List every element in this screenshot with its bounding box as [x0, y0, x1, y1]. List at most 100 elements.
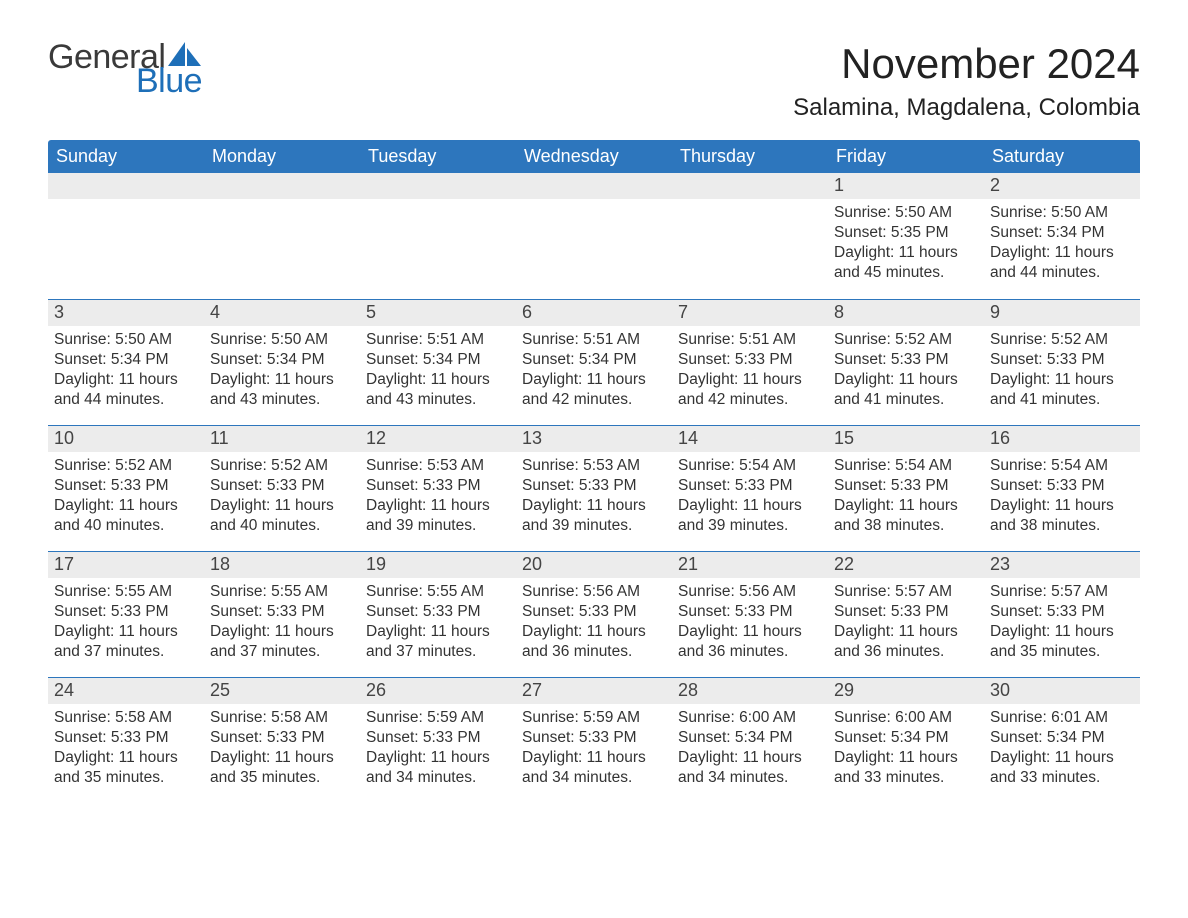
day-daylight2: and 39 minutes.	[522, 516, 666, 536]
day-cell: 26Sunrise: 5:59 AMSunset: 5:33 PMDayligh…	[360, 678, 516, 803]
date-number	[516, 173, 672, 199]
day-sunrise: Sunrise: 6:00 AM	[834, 708, 978, 728]
dow-thursday: Thursday	[672, 140, 828, 173]
day-sunset: Sunset: 5:34 PM	[678, 728, 822, 748]
day-details: Sunrise: 5:52 AMSunset: 5:33 PMDaylight:…	[204, 452, 360, 551]
day-cell	[360, 173, 516, 299]
dow-saturday: Saturday	[984, 140, 1140, 173]
day-cell: 5Sunrise: 5:51 AMSunset: 5:34 PMDaylight…	[360, 300, 516, 425]
date-number: 11	[204, 426, 360, 452]
day-sunrise: Sunrise: 5:55 AM	[366, 582, 510, 602]
day-daylight1: Daylight: 11 hours	[834, 748, 978, 768]
date-number: 14	[672, 426, 828, 452]
day-sunset: Sunset: 5:33 PM	[522, 476, 666, 496]
calendar-week: 24Sunrise: 5:58 AMSunset: 5:33 PMDayligh…	[48, 677, 1140, 803]
day-details: Sunrise: 5:52 AMSunset: 5:33 PMDaylight:…	[48, 452, 204, 551]
day-sunrise: Sunrise: 5:53 AM	[522, 456, 666, 476]
day-daylight2: and 42 minutes.	[522, 390, 666, 410]
day-details	[672, 199, 828, 279]
day-details: Sunrise: 5:53 AMSunset: 5:33 PMDaylight:…	[360, 452, 516, 551]
date-number: 24	[48, 678, 204, 704]
date-number: 17	[48, 552, 204, 578]
day-sunrise: Sunrise: 5:57 AM	[990, 582, 1134, 602]
day-sunrise: Sunrise: 5:52 AM	[210, 456, 354, 476]
day-daylight2: and 35 minutes.	[990, 642, 1134, 662]
day-cell: 1Sunrise: 5:50 AMSunset: 5:35 PMDaylight…	[828, 173, 984, 299]
day-details: Sunrise: 5:55 AMSunset: 5:33 PMDaylight:…	[360, 578, 516, 677]
day-sunset: Sunset: 5:33 PM	[834, 350, 978, 370]
day-sunset: Sunset: 5:33 PM	[366, 602, 510, 622]
generalblue-logo: General Blue	[48, 40, 202, 98]
day-daylight1: Daylight: 11 hours	[54, 496, 198, 516]
day-daylight2: and 39 minutes.	[678, 516, 822, 536]
day-details: Sunrise: 5:50 AMSunset: 5:34 PMDaylight:…	[204, 326, 360, 425]
day-daylight2: and 35 minutes.	[210, 768, 354, 788]
day-daylight2: and 34 minutes.	[522, 768, 666, 788]
dow-tuesday: Tuesday	[360, 140, 516, 173]
day-daylight1: Daylight: 11 hours	[54, 622, 198, 642]
day-daylight1: Daylight: 11 hours	[522, 370, 666, 390]
day-cell: 8Sunrise: 5:52 AMSunset: 5:33 PMDaylight…	[828, 300, 984, 425]
day-sunrise: Sunrise: 5:58 AM	[54, 708, 198, 728]
day-cell	[204, 173, 360, 299]
day-daylight1: Daylight: 11 hours	[678, 370, 822, 390]
day-sunrise: Sunrise: 5:50 AM	[990, 203, 1134, 223]
day-cell: 29Sunrise: 6:00 AMSunset: 5:34 PMDayligh…	[828, 678, 984, 803]
day-details: Sunrise: 5:54 AMSunset: 5:33 PMDaylight:…	[672, 452, 828, 551]
date-number: 23	[984, 552, 1140, 578]
day-daylight2: and 38 minutes.	[990, 516, 1134, 536]
date-number: 4	[204, 300, 360, 326]
day-daylight1: Daylight: 11 hours	[834, 370, 978, 390]
date-number: 13	[516, 426, 672, 452]
day-sunset: Sunset: 5:33 PM	[678, 476, 822, 496]
day-details: Sunrise: 5:50 AMSunset: 5:34 PMDaylight:…	[48, 326, 204, 425]
day-sunset: Sunset: 5:34 PM	[210, 350, 354, 370]
day-cell: 3Sunrise: 5:50 AMSunset: 5:34 PMDaylight…	[48, 300, 204, 425]
date-number: 25	[204, 678, 360, 704]
day-cell: 18Sunrise: 5:55 AMSunset: 5:33 PMDayligh…	[204, 552, 360, 677]
date-number: 26	[360, 678, 516, 704]
day-sunset: Sunset: 5:33 PM	[366, 728, 510, 748]
day-details: Sunrise: 5:56 AMSunset: 5:33 PMDaylight:…	[672, 578, 828, 677]
day-sunset: Sunset: 5:33 PM	[54, 728, 198, 748]
day-daylight1: Daylight: 11 hours	[678, 748, 822, 768]
day-daylight1: Daylight: 11 hours	[210, 496, 354, 516]
dow-sunday: Sunday	[48, 140, 204, 173]
day-sunrise: Sunrise: 5:53 AM	[366, 456, 510, 476]
day-daylight1: Daylight: 11 hours	[522, 748, 666, 768]
day-sunrise: Sunrise: 5:55 AM	[54, 582, 198, 602]
day-daylight1: Daylight: 11 hours	[366, 370, 510, 390]
date-number: 19	[360, 552, 516, 578]
day-details: Sunrise: 5:54 AMSunset: 5:33 PMDaylight:…	[828, 452, 984, 551]
day-cell	[516, 173, 672, 299]
day-details: Sunrise: 5:51 AMSunset: 5:34 PMDaylight:…	[516, 326, 672, 425]
day-daylight2: and 33 minutes.	[834, 768, 978, 788]
day-sunset: Sunset: 5:33 PM	[834, 602, 978, 622]
date-number: 18	[204, 552, 360, 578]
date-number: 22	[828, 552, 984, 578]
day-daylight1: Daylight: 11 hours	[366, 496, 510, 516]
day-sunrise: Sunrise: 5:52 AM	[834, 330, 978, 350]
day-details: Sunrise: 6:00 AMSunset: 5:34 PMDaylight:…	[828, 704, 984, 803]
day-details: Sunrise: 5:58 AMSunset: 5:33 PMDaylight:…	[48, 704, 204, 803]
day-cell: 20Sunrise: 5:56 AMSunset: 5:33 PMDayligh…	[516, 552, 672, 677]
day-daylight1: Daylight: 11 hours	[210, 370, 354, 390]
day-cell: 9Sunrise: 5:52 AMSunset: 5:33 PMDaylight…	[984, 300, 1140, 425]
day-daylight2: and 37 minutes.	[54, 642, 198, 662]
day-sunrise: Sunrise: 5:58 AM	[210, 708, 354, 728]
day-daylight2: and 37 minutes.	[210, 642, 354, 662]
day-cell: 7Sunrise: 5:51 AMSunset: 5:33 PMDaylight…	[672, 300, 828, 425]
day-daylight2: and 39 minutes.	[366, 516, 510, 536]
day-daylight1: Daylight: 11 hours	[834, 496, 978, 516]
day-sunrise: Sunrise: 5:51 AM	[678, 330, 822, 350]
day-sunset: Sunset: 5:34 PM	[366, 350, 510, 370]
date-number: 10	[48, 426, 204, 452]
day-details: Sunrise: 5:55 AMSunset: 5:33 PMDaylight:…	[48, 578, 204, 677]
dow-friday: Friday	[828, 140, 984, 173]
day-cell: 16Sunrise: 5:54 AMSunset: 5:33 PMDayligh…	[984, 426, 1140, 551]
day-daylight1: Daylight: 11 hours	[678, 622, 822, 642]
dow-wednesday: Wednesday	[516, 140, 672, 173]
day-sunrise: Sunrise: 5:50 AM	[54, 330, 198, 350]
day-daylight2: and 44 minutes.	[54, 390, 198, 410]
day-cell: 24Sunrise: 5:58 AMSunset: 5:33 PMDayligh…	[48, 678, 204, 803]
